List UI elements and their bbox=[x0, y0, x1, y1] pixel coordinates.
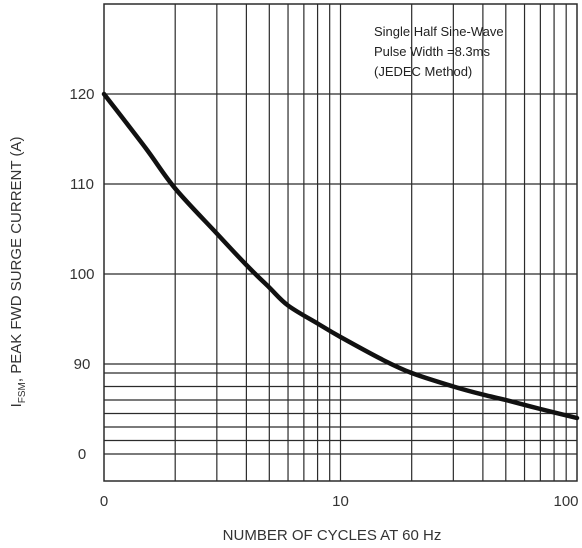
y-tick-label: 100 bbox=[69, 266, 94, 283]
data-series-line bbox=[101, 91, 580, 421]
y-axis-title-subscript: FSM bbox=[17, 382, 28, 403]
y-axis-title-prefix: I bbox=[8, 403, 25, 407]
x-tick-label: 0 bbox=[100, 493, 108, 510]
x-axis-title: NUMBER OF CYCLES AT 60 Hz bbox=[223, 527, 442, 544]
x-tick-label: 10 bbox=[332, 493, 349, 510]
annotation: Single Half Sine-Wave Pulse Width =8.3ms… bbox=[374, 24, 507, 79]
y-axis-title-rest: , PEAK FWD SURGE CURRENT (A) bbox=[8, 137, 25, 383]
y-axis-title: IFSM, PEAK FWD SURGE CURRENT (A) bbox=[8, 137, 28, 408]
y-tick-label: 90 bbox=[74, 356, 91, 373]
x-tick-label: 100 bbox=[553, 493, 578, 510]
y-tick-labels: 0 90 100 110 120 bbox=[69, 86, 94, 463]
annotation-line-1: Single Half Sine-Wave bbox=[374, 24, 504, 39]
y-tick-label: 0 bbox=[78, 446, 86, 463]
grid bbox=[104, 4, 577, 481]
y-tick-label: 120 bbox=[69, 86, 94, 103]
annotation-line-2: Pulse Width =8.3ms bbox=[374, 44, 490, 59]
y-tick-label: 110 bbox=[70, 176, 94, 193]
x-tick-labels: 0 10 100 bbox=[100, 493, 579, 510]
plot-frame bbox=[103, 3, 578, 482]
annotation-line-3: (JEDEC Method) bbox=[374, 64, 472, 79]
